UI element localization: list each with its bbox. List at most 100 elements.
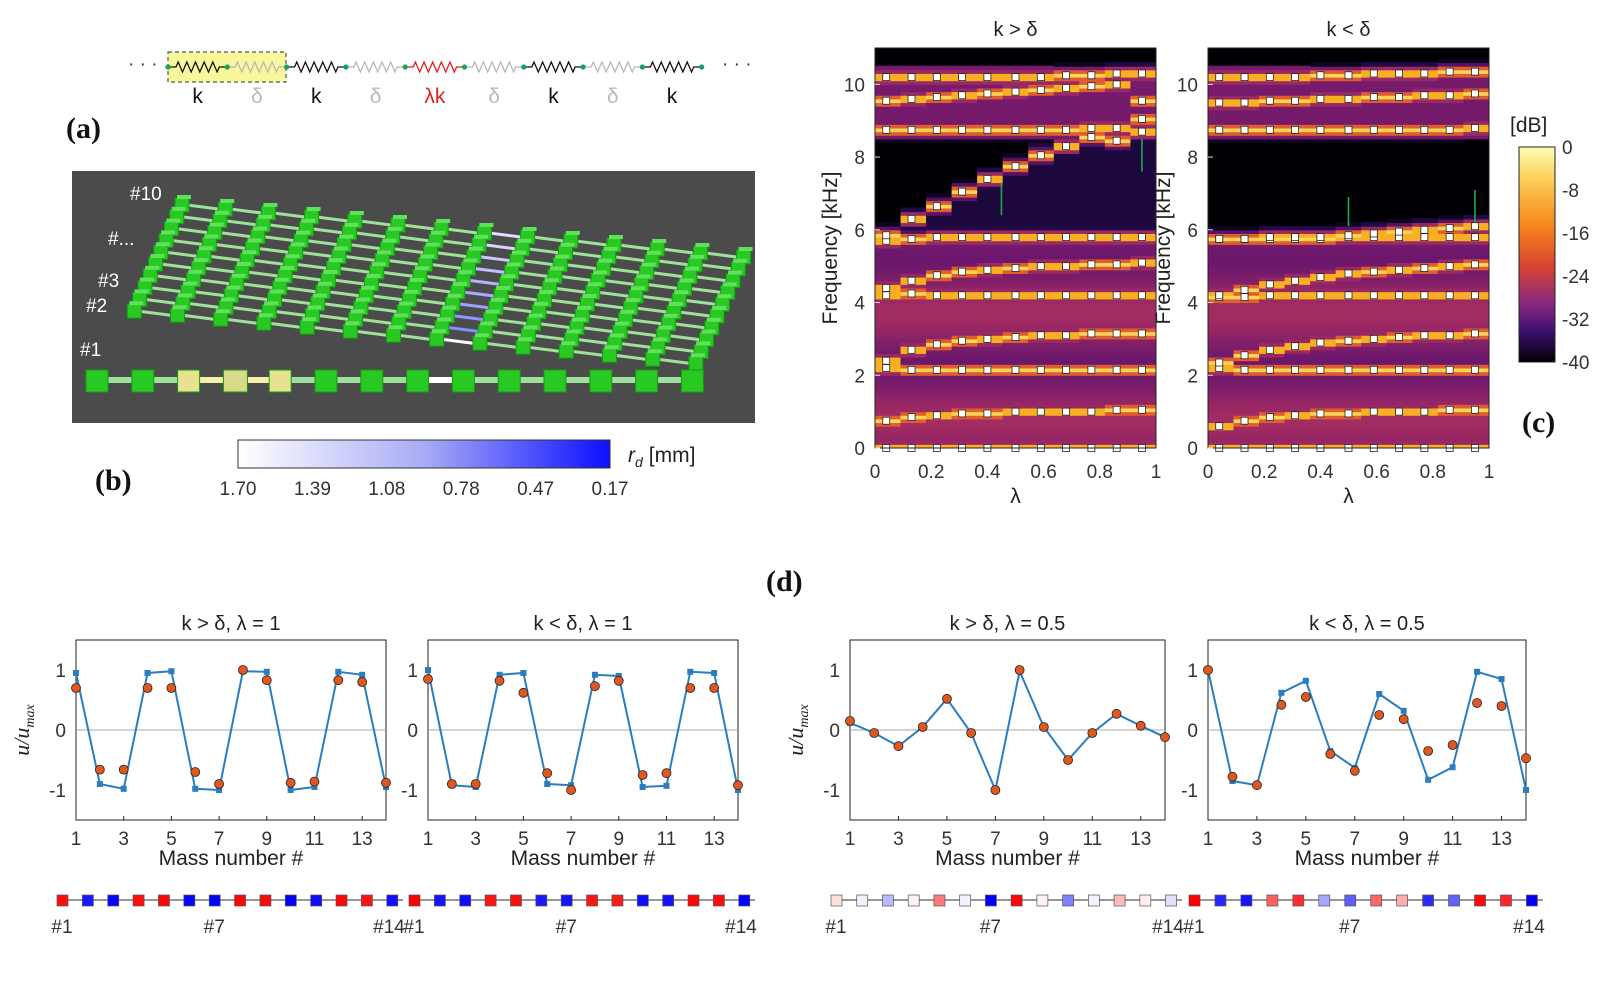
heatmap-cell	[1259, 429, 1286, 434]
heatmap-cell	[1053, 283, 1080, 289]
lattice-bar	[613, 255, 646, 263]
eigenfrequency-marker	[1316, 125, 1325, 134]
heatmap-cell	[1437, 440, 1464, 445]
heatmap-cell	[977, 254, 1004, 260]
eigenfrequency-marker	[1420, 407, 1429, 416]
simulation-point	[591, 671, 598, 678]
heatmap-cell	[1002, 94, 1029, 100]
heatmap-cell	[1361, 240, 1388, 245]
heatmap-cell	[1284, 422, 1311, 427]
heatmap-cell	[977, 389, 1004, 394]
heatmap-cell	[1079, 214, 1106, 220]
front-chain-mass	[131, 369, 155, 393]
eigenfrequency-marker	[1240, 285, 1249, 294]
heatmap-cell	[1386, 258, 1413, 264]
heatmap-cell	[1079, 298, 1106, 304]
y-tick-label: 2	[854, 366, 865, 387]
heatmap-cell	[977, 80, 1004, 85]
lattice-mass-top	[349, 211, 364, 215]
heatmap-cell	[1028, 142, 1055, 147]
heatmap-cell	[1104, 91, 1131, 96]
heatmap-cell	[1002, 389, 1029, 394]
heatmap-cell	[875, 262, 902, 267]
lattice-bar	[208, 254, 241, 262]
heatmap-cell	[1028, 254, 1055, 260]
heatmap-cell	[1002, 211, 1029, 216]
heatmap-cell	[1310, 269, 1337, 274]
heatmap-cell	[1386, 254, 1413, 260]
lattice-mass-top	[512, 250, 526, 255]
heatmap-cell	[1437, 327, 1464, 333]
heatmap-cell	[1310, 422, 1337, 427]
lattice-bar	[587, 314, 619, 322]
front-chain-mass	[497, 369, 521, 393]
heatmap-cell	[1310, 429, 1337, 434]
heatmap-cell	[1104, 211, 1131, 216]
heatmap-cell	[1284, 91, 1311, 96]
heatmap-cell	[1028, 382, 1055, 387]
lattice-bar	[246, 270, 279, 278]
heatmap-cell	[1233, 94, 1260, 100]
heatmap-cell	[1437, 323, 1464, 329]
eigenfrequency-marker	[1062, 142, 1070, 151]
eigenfrequency-marker	[1036, 85, 1045, 94]
heatmap-cell	[977, 167, 1004, 173]
heatmap-cell	[1361, 400, 1388, 405]
heatmap-cell	[900, 432, 927, 438]
eigenfrequency-marker	[983, 233, 992, 241]
lattice-bar	[592, 302, 624, 310]
heatmap-cell	[926, 389, 953, 394]
y-tick-label: 4	[1187, 294, 1198, 315]
measurement-point	[1521, 753, 1531, 764]
heatmap-cell	[1053, 218, 1080, 224]
heatmap-cell	[1053, 298, 1080, 304]
heatmap-cell	[1233, 302, 1260, 307]
heatmap-cell	[1386, 320, 1413, 325]
heatmap-cell	[1002, 105, 1029, 111]
mass-strip-cell	[361, 894, 373, 907]
heatmap-cell	[1335, 327, 1362, 333]
heatmap-cell	[1028, 109, 1055, 114]
heatmap-cell	[900, 283, 927, 289]
spring-node	[521, 64, 527, 70]
heatmap-cell	[951, 331, 978, 336]
heatmap-cell	[1310, 382, 1337, 387]
heatmap-cell	[875, 91, 902, 96]
heatmap-cell	[1284, 407, 1311, 413]
heatmap-cell	[1208, 349, 1235, 354]
eigenfrequency-marker	[1036, 365, 1045, 374]
heatmap-cell	[1053, 167, 1080, 173]
heatmap-cell	[1437, 58, 1464, 64]
heatmap-cell	[926, 243, 953, 249]
heatmap-cell	[1437, 360, 1464, 365]
heatmap-cell	[1130, 138, 1156, 144]
heatmap-cell	[926, 83, 953, 89]
heatmap-cell	[977, 247, 1004, 253]
measurement-point	[685, 683, 696, 693]
heatmap-cell	[1208, 440, 1235, 445]
heatmap-cell	[977, 280, 1004, 285]
heatmap-cell	[900, 342, 927, 347]
eigenfrequency-marker	[882, 96, 891, 105]
eigenfrequency-marker	[1445, 91, 1454, 100]
heatmap-cell	[951, 436, 978, 442]
heatmap-cell	[1412, 138, 1439, 144]
heatmap-cell	[1386, 360, 1413, 365]
heatmap-cell	[977, 374, 1004, 380]
heatmap-cell	[1053, 247, 1080, 253]
lattice-bar	[349, 243, 381, 251]
heatmap-cell	[1412, 360, 1439, 365]
heatmap-cell	[1335, 436, 1362, 442]
lattice-mass-top	[544, 278, 559, 283]
heatmap-cell	[1386, 287, 1413, 293]
heatmap-cell	[1259, 276, 1286, 282]
heatmap-cell	[1079, 185, 1106, 191]
heatmap-cell	[926, 382, 953, 387]
heatmap-cell	[1130, 298, 1156, 304]
heatmap-cell	[1335, 403, 1362, 409]
eigenfrequency-marker	[958, 365, 967, 374]
heatmap-cell	[1284, 385, 1311, 391]
eigenfrequency-marker	[983, 89, 992, 98]
heatmap-cell	[1233, 276, 1260, 282]
lattice-bar	[398, 333, 430, 341]
